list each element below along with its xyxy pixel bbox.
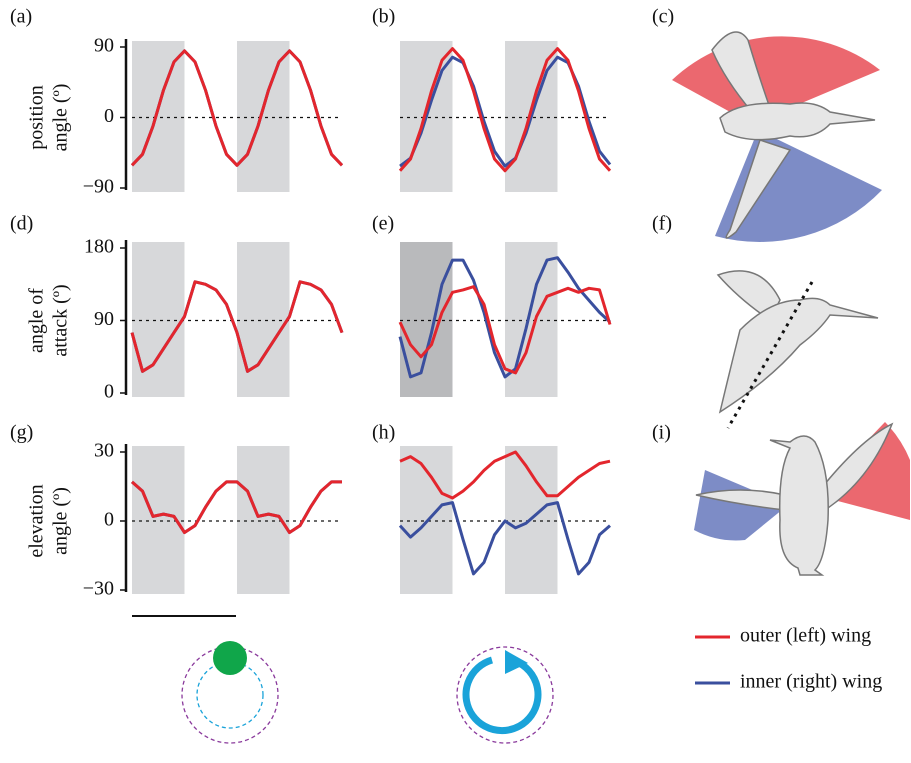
panel-label: (b) bbox=[372, 6, 395, 28]
y-axis-label: angle (º) bbox=[50, 487, 72, 555]
stroke-phase-shading bbox=[132, 41, 185, 192]
panel-label: (g) bbox=[10, 422, 33, 444]
panel-label: (e) bbox=[372, 213, 394, 235]
bird-illustration-f bbox=[718, 271, 878, 428]
y-tick-label: 180 bbox=[84, 236, 114, 258]
y-tick-label: 30 bbox=[94, 440, 114, 462]
y-tick-label: 0 bbox=[104, 381, 114, 403]
panel-label: (f) bbox=[652, 213, 672, 235]
panel-label: (d) bbox=[10, 213, 33, 235]
flight-diagram-hover bbox=[182, 641, 278, 743]
stroke-phase-shading bbox=[132, 242, 185, 397]
panel-label: (h) bbox=[372, 422, 395, 444]
legend-label: inner (right) wing bbox=[740, 671, 882, 693]
stroke-phase-shading bbox=[505, 242, 558, 397]
y-tick-label: 90 bbox=[94, 35, 114, 57]
y-axis-label: elevation bbox=[26, 484, 48, 557]
panel-label: (c) bbox=[652, 6, 674, 28]
panel-label: (a) bbox=[10, 6, 32, 28]
y-tick-label: −30 bbox=[83, 578, 114, 600]
y-axis-label: angle (º) bbox=[50, 84, 72, 152]
bird-illustration-c bbox=[672, 32, 882, 242]
y-axis-label: angle of bbox=[26, 288, 48, 353]
bird-illustration-i bbox=[694, 422, 910, 575]
y-tick-label: −90 bbox=[83, 176, 114, 198]
legend-label: outer (left) wing bbox=[740, 625, 871, 647]
y-tick-label: 90 bbox=[94, 308, 114, 330]
flight-diagram-circling bbox=[457, 647, 553, 743]
stroke-phase-shading bbox=[237, 242, 290, 397]
figure: (c) (f) (i) outer (left) wing inner (righ… bbox=[0, 0, 911, 758]
stroke-phase-shading bbox=[400, 242, 453, 397]
y-tick-label: 0 bbox=[104, 105, 114, 127]
y-tick-label: 0 bbox=[104, 509, 114, 531]
y-axis-label: attack (º) bbox=[50, 284, 72, 356]
y-axis-label: position bbox=[26, 85, 48, 149]
stroke-phase-shading bbox=[237, 41, 290, 192]
legend: outer (left) wing inner (right) wing bbox=[695, 625, 882, 693]
panel-label: (i) bbox=[652, 422, 671, 444]
